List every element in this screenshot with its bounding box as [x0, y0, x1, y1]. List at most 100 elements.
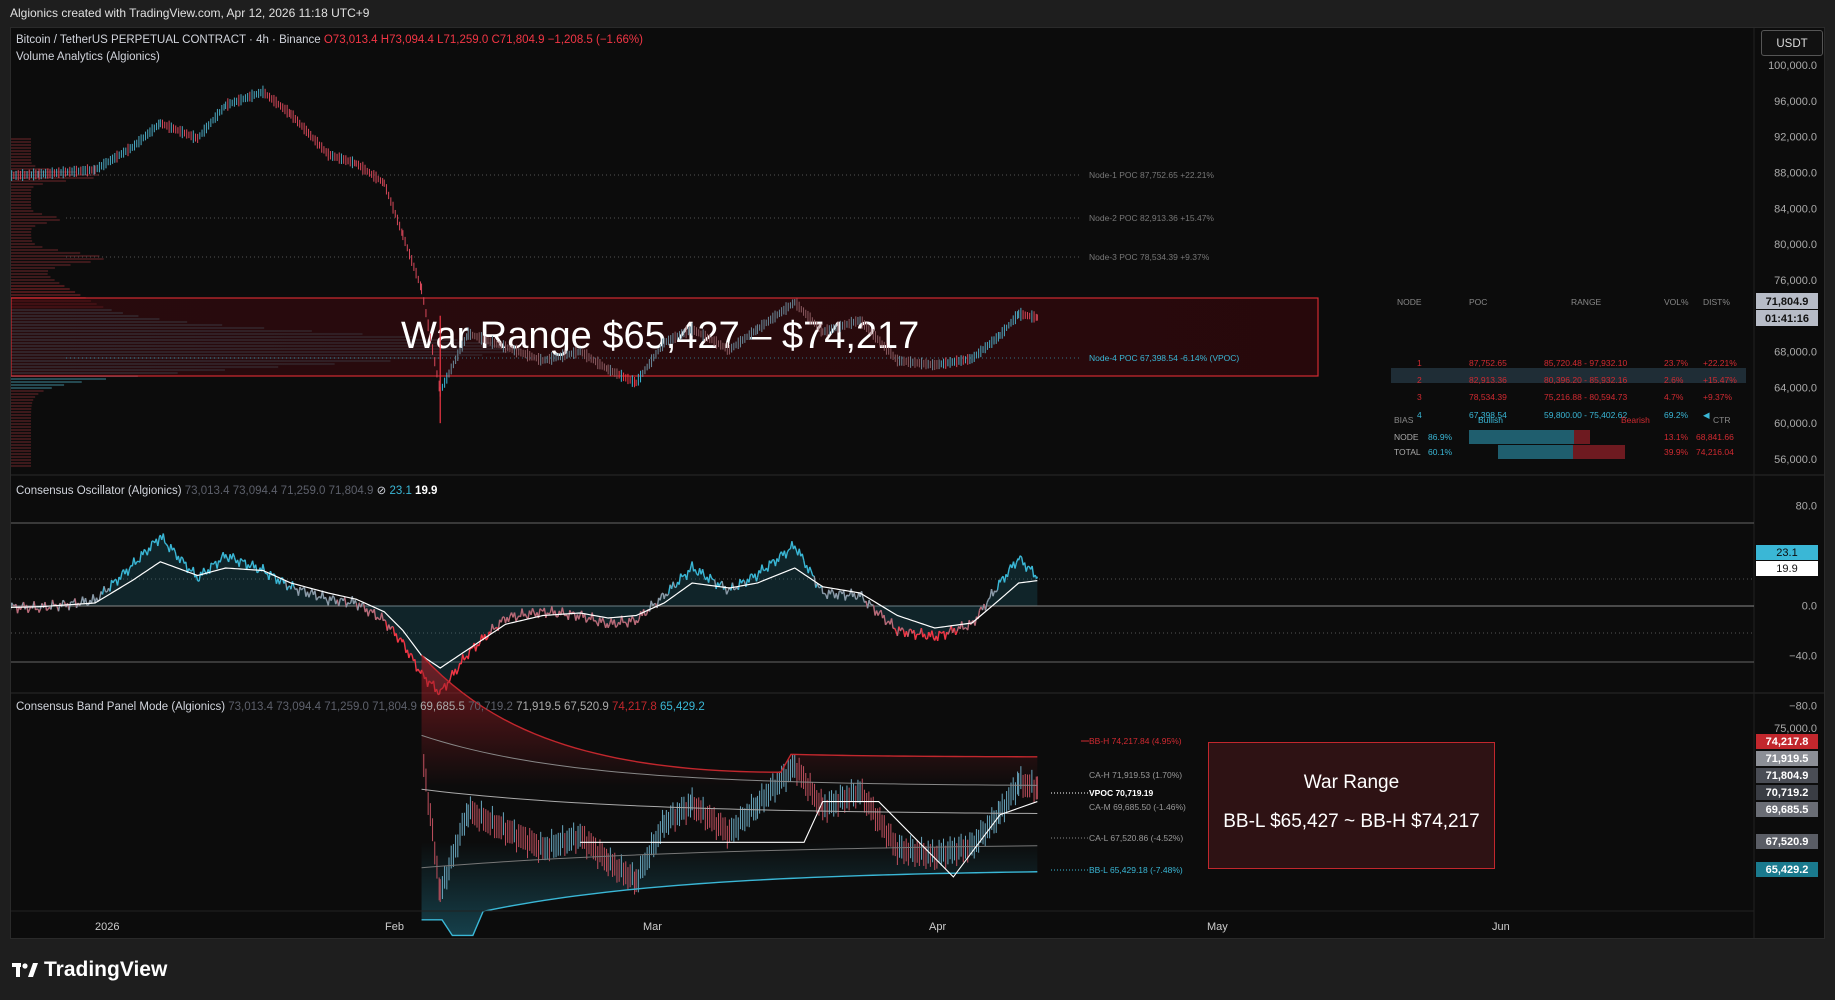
price-tick-label: 88,000.0	[1774, 167, 1817, 179]
osc-line-segment	[631, 616, 635, 620]
osc-line-segment	[923, 633, 927, 640]
osc-line-segment	[748, 574, 752, 583]
time-label-2026: 2026	[95, 921, 119, 933]
osc-line-segment	[785, 551, 789, 559]
node-table-cell: 1	[1417, 358, 1422, 368]
osc-line-segment	[133, 557, 137, 565]
band-label-cam: CA-M 69,685.50 (-1.46%)	[1089, 802, 1186, 812]
volume-profile-bar	[11, 285, 65, 287]
osc-line-segment	[165, 543, 169, 547]
volume-profile-bar	[11, 192, 32, 194]
currency-button[interactable]: USDT	[1761, 30, 1823, 56]
osc-line-segment	[931, 630, 935, 638]
volume-profile-bar	[11, 174, 100, 176]
node-table-highlight-row	[1391, 368, 1746, 383]
price-axis[interactable]: 100,000.0 96,000.0 92,000.0 88,000.0 84,000.…	[1768, 60, 1817, 466]
osc-line-segment	[395, 633, 399, 643]
band-name[interactable]: Consensus Band Panel Mode (Algionics)	[16, 701, 226, 713]
osc-line-segment	[256, 570, 260, 574]
chart-canvas[interactable]: War Range $65,427 – $74,217 Node-1 POC 8…	[11, 28, 1824, 938]
band-label-bbh: BB-H 74,217.84 (4.95%)	[1089, 736, 1182, 746]
osc-line-segment	[850, 588, 854, 598]
price-series[interactable]	[11, 85, 1038, 424]
node-table-cell: 80,396.20 - 85,932.16	[1544, 375, 1627, 385]
osc-line-segment	[539, 608, 543, 611]
countdown-badge-bg	[1756, 310, 1818, 326]
osc-line-segment	[142, 549, 145, 556]
volume-profile-bar	[11, 147, 31, 149]
osc-line-segment	[403, 642, 407, 653]
time-axis[interactable]: 2026 Feb Mar Apr May Jun	[95, 921, 1510, 933]
band-v7: 67,520.9	[564, 701, 609, 713]
volume-profile-bar	[11, 408, 32, 410]
volume-profile-bar	[11, 237, 32, 239]
osc-line-segment	[742, 579, 745, 582]
band-legend[interactable]: Consensus Band Panel Mode (Algionics) 73…	[16, 701, 705, 713]
oscillator-series[interactable]	[11, 533, 1038, 696]
osc-line-segment	[691, 561, 695, 572]
osc-line-segment	[136, 560, 139, 563]
band-bbl-line	[421, 871, 1038, 937]
volume-profile-bar	[11, 420, 32, 422]
osc-line-segment	[360, 602, 363, 608]
osc-line-segment	[195, 574, 199, 581]
osc-name[interactable]: Consensus Oscillator (Algionics)	[16, 485, 182, 497]
osc-line-segment	[823, 592, 827, 596]
ohlc-open: O73,013.4	[323, 34, 378, 46]
osc-line-segment	[216, 560, 220, 569]
osc-legend[interactable]: Consensus Oscillator (Algionics) 73,013.…	[16, 483, 437, 497]
osc-axis[interactable]: 80.040.00.0−40.0−80.0	[1789, 501, 1817, 713]
osc-line-segment	[308, 592, 312, 598]
osc-line-segment	[278, 578, 282, 585]
osc-line-segment	[348, 602, 352, 605]
main-legend[interactable]: Bitcoin / TetherUS PERPETUAL CONTRACT · …	[16, 34, 643, 46]
osc-line-segment	[626, 617, 630, 628]
tradingview-logo[interactable]: TradingView	[12, 958, 167, 982]
chart-area[interactable]: War Range $65,427 – $74,217 Node-1 POC 8…	[10, 27, 1825, 939]
osc-line-segment	[947, 629, 951, 635]
bias-node-label: NODE	[1394, 432, 1419, 442]
ohlc-high: H73,094.4	[380, 34, 434, 46]
volume-profile-bar	[11, 138, 31, 140]
osc-line-segment	[996, 579, 1000, 591]
osc-line-segment	[402, 639, 406, 644]
osc-line-segment	[659, 593, 663, 601]
volume-profile-bar	[11, 423, 32, 425]
osc-line-segment	[862, 597, 866, 603]
osc-line-segment	[992, 590, 996, 597]
osc-line-segment	[315, 597, 319, 601]
bias-total-bear: 39.9%	[1664, 447, 1689, 457]
osc-signal-line	[11, 561, 1038, 669]
volume-profile-bar	[11, 462, 31, 464]
osc-line-segment	[51, 599, 55, 607]
band-label-cal: CA-L 67,520.86 (-4.52%)	[1089, 833, 1183, 843]
osc-line-segment	[363, 603, 366, 613]
symbol-line[interactable]: Bitcoin / TetherUS PERPETUAL CONTRACT · …	[16, 34, 321, 46]
osc-line-segment	[112, 579, 116, 584]
osc-line-segment	[872, 605, 876, 616]
bias-node-bull-bar	[1469, 430, 1574, 444]
osc-line-segment	[521, 608, 525, 617]
price-tick-label: 80,000.0	[1774, 239, 1817, 251]
osc-line-segment	[33, 601, 37, 611]
osc-line-segment	[803, 560, 806, 569]
band-series[interactable]	[421, 654, 1038, 937]
osc-tick-label: 80.0	[1796, 501, 1817, 513]
osc-line-segment	[367, 610, 371, 617]
osc-line-segment	[786, 549, 790, 553]
volume-analytics-legend[interactable]: Volume Analytics (Algionics)	[16, 51, 160, 63]
volume-profile-bar	[11, 216, 57, 218]
osc-line-segment	[938, 630, 942, 634]
band-v2: 71,259.0	[324, 701, 369, 713]
osc-line-segment	[531, 608, 535, 613]
osc-line-segment	[893, 627, 897, 632]
bias-node-bear-bar	[1574, 430, 1590, 444]
volume-profile-bar	[11, 255, 100, 257]
band-v4: 69,685.5	[420, 701, 465, 713]
osc-line-segment	[300, 587, 304, 591]
osc-line-segment	[500, 616, 504, 623]
osc-line-segment	[642, 609, 646, 616]
volume-profile-bar	[11, 162, 32, 164]
osc-line-segment	[109, 580, 113, 592]
osc-line-segment	[157, 537, 161, 547]
